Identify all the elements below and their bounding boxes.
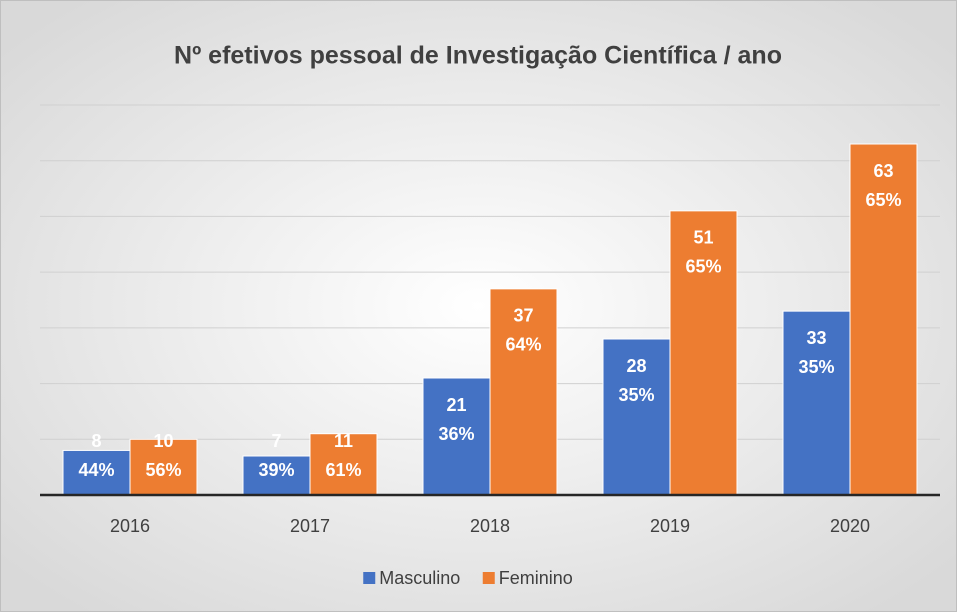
legend-label: Feminino bbox=[499, 568, 573, 588]
x-tick-label: 2020 bbox=[830, 516, 870, 536]
bar bbox=[309, 433, 378, 496]
percent-label: 35% bbox=[618, 385, 654, 405]
percent-label: 36% bbox=[438, 424, 474, 444]
legend-swatch bbox=[482, 572, 495, 584]
x-tick-label: 2016 bbox=[110, 516, 150, 536]
percent-label: 44% bbox=[78, 460, 114, 480]
x-tick-label: 2018 bbox=[470, 516, 510, 536]
data-label: 37 bbox=[513, 306, 533, 326]
bar bbox=[489, 288, 558, 496]
bar bbox=[669, 210, 738, 496]
data-label: 28 bbox=[626, 356, 646, 376]
legend-label: Masculino bbox=[379, 568, 460, 588]
percent-label: 65% bbox=[685, 257, 721, 277]
data-label: 10 bbox=[153, 431, 173, 451]
data-label: 11 bbox=[334, 431, 353, 451]
percent-label: 61% bbox=[325, 460, 361, 480]
bar bbox=[602, 338, 671, 496]
data-label: 21 bbox=[446, 395, 466, 415]
data-label: 33 bbox=[806, 328, 826, 348]
data-label: 8 bbox=[91, 431, 101, 451]
legend-swatch bbox=[363, 572, 376, 584]
x-tick-label: 2017 bbox=[290, 516, 330, 536]
x-tick-label: 2019 bbox=[650, 516, 690, 536]
percent-label: 64% bbox=[505, 335, 541, 355]
percent-label: 35% bbox=[798, 357, 834, 377]
percent-label: 65% bbox=[865, 190, 901, 210]
percent-label: 39% bbox=[258, 460, 294, 480]
percent-label: 56% bbox=[145, 460, 181, 480]
data-label: 63 bbox=[873, 161, 893, 181]
data-label: 7 bbox=[271, 431, 281, 451]
data-label: 51 bbox=[693, 228, 713, 248]
bar bbox=[422, 377, 491, 496]
chart-title: Nº efetivos pessoal de Investigação Cien… bbox=[174, 42, 782, 70]
bar bbox=[849, 143, 918, 496]
bar bbox=[129, 438, 198, 496]
